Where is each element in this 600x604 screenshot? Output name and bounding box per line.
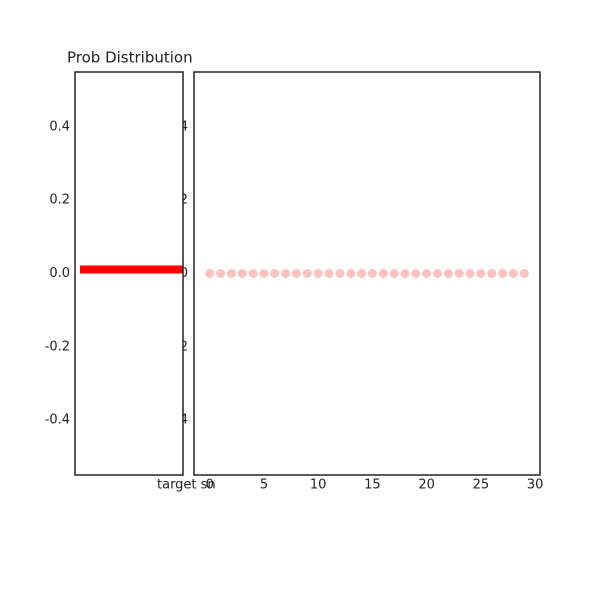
y-tick-label: -0.4	[45, 413, 70, 428]
x-tick-label: 20	[418, 478, 435, 493]
point	[335, 269, 345, 278]
axes-frame	[74, 71, 184, 476]
point	[422, 269, 432, 278]
point	[400, 269, 410, 278]
chart-title: Prob Distribution	[67, 49, 193, 67]
x-tick-label: 0	[206, 478, 214, 493]
y-tick-label: -0.2	[45, 339, 70, 354]
point	[508, 269, 518, 278]
point	[433, 269, 443, 278]
axes-frame	[193, 71, 541, 476]
x-tick-label: 25	[473, 478, 490, 493]
point	[205, 269, 215, 278]
point	[357, 269, 367, 278]
point	[259, 269, 269, 278]
point	[216, 269, 226, 278]
point	[302, 269, 312, 278]
x-tick-label: 15	[364, 478, 381, 493]
point	[519, 269, 529, 278]
point	[498, 269, 508, 278]
point	[313, 269, 323, 278]
y-tick-label: 0.0	[49, 266, 70, 281]
point	[465, 269, 475, 278]
x-tick-label: 30	[527, 478, 544, 493]
y-tick-label: 0.4	[49, 119, 70, 134]
point	[248, 269, 258, 278]
y-tick-label: 0.2	[49, 193, 70, 208]
point	[487, 269, 497, 278]
point	[389, 269, 399, 278]
point	[443, 269, 453, 278]
point	[454, 269, 464, 278]
bar	[80, 265, 183, 274]
point	[411, 269, 421, 278]
point	[270, 269, 280, 278]
point	[237, 269, 247, 278]
x-tick-label: 5	[260, 478, 268, 493]
x-tick-label: 10	[310, 478, 327, 493]
point	[476, 269, 486, 278]
point	[226, 269, 236, 278]
point	[346, 269, 356, 278]
x-axis-label: target sn	[157, 478, 216, 493]
point	[291, 269, 301, 278]
point	[367, 269, 377, 278]
point	[281, 269, 291, 278]
point	[378, 269, 388, 278]
point	[324, 269, 334, 278]
